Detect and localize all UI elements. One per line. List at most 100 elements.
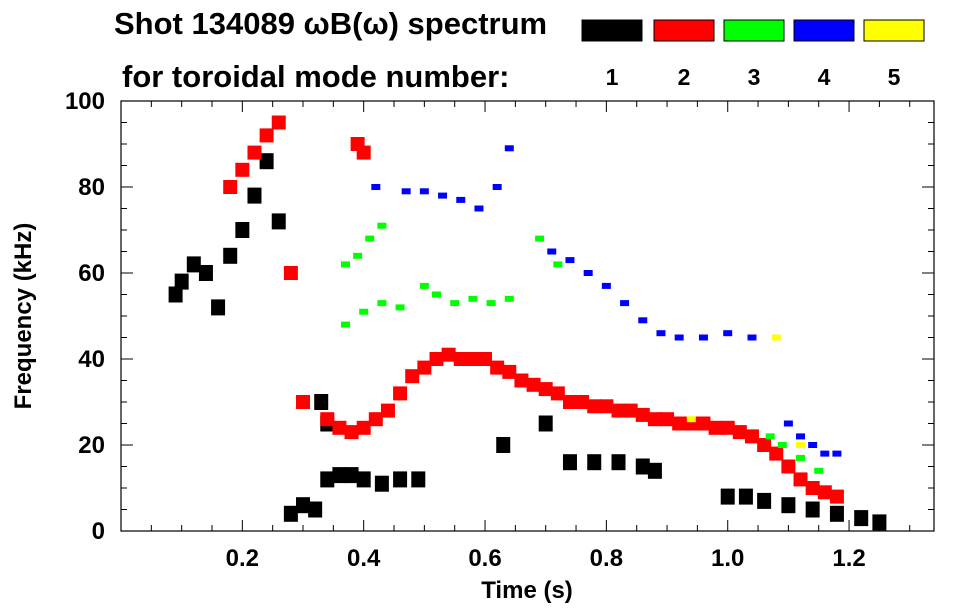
spectrum-point — [259, 128, 274, 143]
spectrum-point — [820, 450, 830, 457]
legend-title: for toroidal mode number: — [122, 59, 510, 94]
spectrum-point — [757, 438, 772, 452]
series-2 — [223, 115, 844, 504]
spectrum-point — [465, 352, 480, 366]
spectrum-point — [478, 352, 493, 366]
spectrum-point — [429, 352, 444, 366]
y-tick-label: 80 — [78, 174, 105, 201]
spectrum-point — [769, 446, 784, 461]
spectrum-point — [550, 386, 565, 401]
spectrum-point — [638, 317, 648, 324]
spectrum-point — [796, 433, 806, 440]
spectrum-point — [411, 471, 426, 488]
spectrum-point — [247, 145, 262, 160]
y-tick-label: 0 — [92, 518, 105, 545]
spectrum-point — [757, 492, 772, 509]
y-tick-label: 20 — [78, 432, 105, 459]
spectrum-point — [344, 425, 359, 440]
axis-ticks: 0.2 0.4 0.6 0.8 1.0 1.2 0 20 40 60 80 100 — [65, 88, 934, 572]
spectrum-point — [174, 273, 189, 290]
spectrum-point — [562, 395, 577, 409]
spectrum-point — [611, 454, 626, 471]
series-4 — [371, 145, 842, 457]
spectrum-point — [547, 248, 557, 255]
spectrum-point — [223, 180, 238, 194]
spectrum-point — [486, 300, 496, 307]
spectrum-point — [320, 412, 335, 427]
spectrum-point — [720, 420, 735, 435]
spectrum-point — [419, 188, 429, 195]
spectrum-point — [490, 360, 505, 375]
spectrum-point — [538, 382, 553, 397]
spectrum-point — [672, 416, 687, 431]
y-tick-label: 60 — [78, 260, 105, 287]
spectrum-point — [441, 347, 456, 362]
spectrum-point — [635, 458, 650, 475]
spectrum-point — [468, 295, 478, 302]
spectrum-point — [808, 442, 818, 448]
spectrum-point — [623, 403, 638, 418]
spectrum-point — [553, 261, 563, 268]
spectrum-point — [854, 510, 869, 527]
spectrum-marks — [168, 115, 887, 531]
spectrum-point — [587, 399, 602, 414]
spectrum-point — [186, 256, 201, 273]
spectrum-point — [340, 261, 350, 268]
spectrum-point — [796, 454, 806, 461]
y-tick-label: 100 — [65, 88, 105, 115]
legend: 1 2 3 4 5 — [581, 19, 925, 90]
spectrum-point — [405, 369, 420, 384]
spectrum-point — [474, 205, 484, 212]
legend-swatch-3 — [723, 19, 785, 42]
spectrum-point — [368, 412, 383, 427]
spectrum-point — [674, 334, 684, 341]
spectrum-point — [456, 196, 466, 203]
x-tick-label: 1.0 — [711, 545, 744, 572]
spectrum-point — [377, 300, 387, 307]
spectrum-point — [583, 270, 593, 276]
spectrum-point — [708, 420, 723, 435]
spectrum-point — [635, 407, 650, 422]
y-axis-label: Frequency (kHz) — [10, 223, 37, 410]
spectrum-point — [723, 330, 733, 337]
spectrum-point — [744, 429, 759, 444]
legend-swatch-2 — [653, 19, 715, 42]
x-tick-label: 1.2 — [832, 545, 865, 572]
spectrum-point — [417, 360, 432, 375]
legend-label-1: 1 — [606, 64, 619, 90]
spectrum-point — [805, 501, 820, 518]
x-tick-label: 0.8 — [590, 545, 623, 572]
series-1 — [168, 153, 887, 531]
spectrum-point — [587, 454, 602, 471]
series-3 — [340, 222, 824, 474]
spectrum-point — [686, 416, 696, 423]
series-5 — [686, 334, 806, 448]
spectrum-point — [817, 485, 832, 500]
spectrum-point — [247, 187, 262, 204]
spectrum-point — [438, 192, 448, 199]
spectrum-point — [395, 304, 405, 311]
spectrum-point — [320, 471, 335, 488]
spectrum-point — [502, 364, 517, 379]
spectrum-point — [296, 395, 311, 409]
spectrum-point — [356, 471, 371, 488]
spectrum-point — [783, 420, 793, 427]
spectrum-point — [611, 403, 626, 418]
spectrum-point — [575, 395, 590, 409]
spectrum-point — [698, 334, 708, 341]
spectrum-point — [271, 115, 286, 130]
spectrum-point — [198, 265, 213, 281]
spectrum-point — [453, 352, 468, 366]
spectrum-point — [496, 437, 511, 453]
spectrum-point — [340, 321, 350, 328]
spectrum-point — [223, 247, 238, 264]
spectrum-point — [796, 442, 806, 448]
spectrum-point — [344, 467, 359, 484]
spectrum-point — [647, 412, 662, 427]
spectrum-point — [356, 420, 371, 435]
spectrum-point — [696, 416, 711, 431]
legend-swatch-1 — [581, 19, 643, 42]
spectrum-point — [283, 266, 298, 280]
spectrum-point — [738, 488, 753, 505]
